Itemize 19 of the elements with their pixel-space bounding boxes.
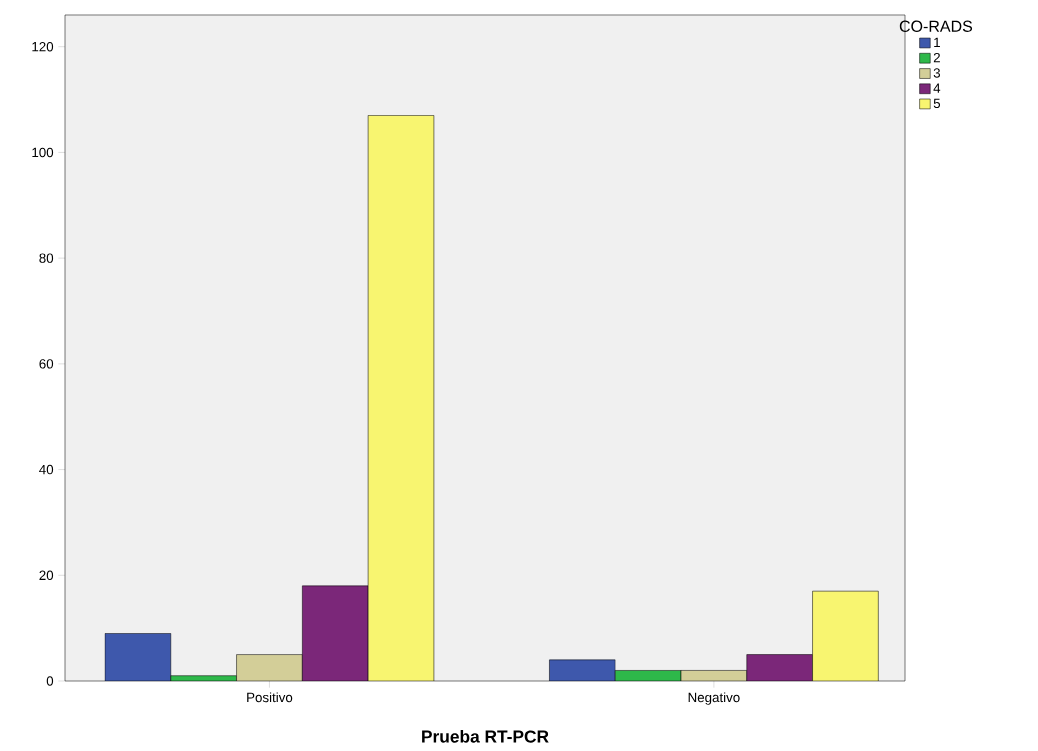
y-tick-label: 100 <box>32 147 54 158</box>
bar <box>812 590 879 681</box>
y-tick-label: 40 <box>39 464 54 475</box>
x-tick-label: Negativo <box>688 692 740 705</box>
bar <box>236 654 303 681</box>
y-tick-label: 80 <box>39 253 54 263</box>
x-tick-label: Positivo <box>247 692 293 703</box>
y-tick-label: 20 <box>39 570 54 580</box>
bar <box>367 115 435 681</box>
legend-label: 2 <box>933 52 940 63</box>
x-axis-title: Prueba RT-PCR <box>422 729 549 743</box>
legend-label: 4 <box>933 83 941 93</box>
legend-title: CO-RADS <box>899 20 973 32</box>
legend-label: 5 <box>933 98 941 109</box>
y-tick-label: 120 <box>32 42 54 52</box>
y-tick-label: 60 <box>39 359 54 369</box>
y-tick-label: 0 <box>46 676 54 686</box>
legend-label: 3 <box>933 68 941 78</box>
legend-label: 1 <box>934 37 940 47</box>
